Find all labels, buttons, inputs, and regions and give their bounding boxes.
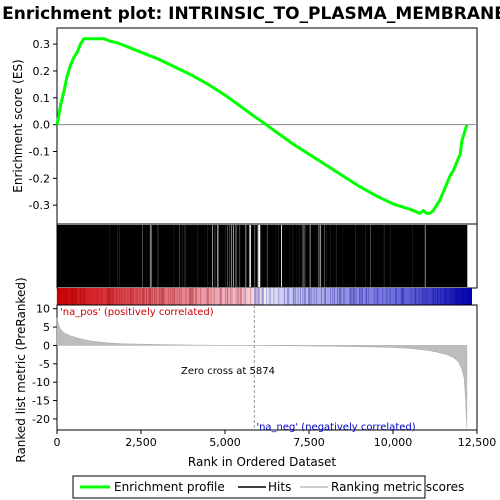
legend-label-hits: Hits [268, 480, 291, 494]
x-tick-label: 12,500 [458, 436, 497, 449]
es-y-axis-label: Enrichment score (ES) [11, 59, 25, 192]
x-tick-label: 5,000 [209, 436, 241, 449]
es-y-tick-label: -0.2 [29, 172, 50, 185]
x-tick-label: 2,500 [125, 436, 157, 449]
na-neg-label: 'na_neg' (negatively correlated) [256, 422, 415, 433]
x-tick-label: 10,000 [374, 436, 413, 449]
es-y-tick-label: 0.1 [33, 92, 51, 105]
rank-heat-bar [56, 288, 472, 305]
es-y-tick-label: 0.3 [33, 38, 51, 51]
metric-y-axis-label: Ranked list metric (PreRanked) [14, 277, 28, 462]
metric-y-tick-label: 0 [43, 339, 50, 352]
ranking-metric-area [56, 317, 468, 429]
hits-panel [56, 223, 478, 289]
hits-bars [56, 225, 468, 287]
legend-label-enrichment: Enrichment profile [114, 480, 225, 494]
x-tick-label: 0 [54, 436, 61, 449]
es-y-tick-label: -0.3 [29, 199, 50, 212]
x-axis-label: Rank in Ordered Dataset [188, 455, 336, 469]
metric-y-tick-label: -10 [32, 376, 50, 389]
enrichment-profile-line [55, 37, 469, 215]
es-y-ticks: -0.3 -0.2 -0.1 0.0 0.1 0.2 0.3 [29, 38, 57, 212]
es-y-tick-label: -0.1 [29, 146, 50, 159]
metric-panel: 10 5 0 -5 -10 -15 -20 'na_pos' (positively cor… [14, 277, 478, 463]
es-panel: -0.3 -0.2 -0.1 0.0 0.1 0.2 0.3 Enrichment scor… [11, 27, 478, 225]
heat-bar-gradient [57, 288, 472, 305]
na-pos-label: 'na_pos' (positively correlated) [60, 307, 214, 318]
metric-y-tick-label: -15 [32, 395, 50, 408]
x-tick-label: 7,500 [293, 436, 325, 449]
metric-y-ticks: 10 5 0 -5 -10 -15 -20 [32, 303, 57, 426]
chart-title: Enrichment plot: INTRINSIC_TO_PLASMA_MEM… [2, 4, 500, 24]
metric-y-tick-label: 5 [43, 321, 50, 334]
es-y-tick-label: 0.0 [33, 119, 51, 132]
zero-cross-label: Zero cross at 5874 [181, 366, 275, 377]
metric-panel-frame [56, 304, 478, 431]
x-axis-ticks: 0 2,500 5,000 7,500 10,000 12,500 [54, 430, 497, 449]
es-y-tick-label: 0.2 [33, 65, 51, 78]
metric-y-tick-label: -5 [39, 358, 50, 371]
legend-label-metric: Ranking metric scores [331, 480, 464, 494]
legend: Enrichment profile Hits Ranking metric s… [72, 475, 464, 499]
metric-y-tick-label: -20 [32, 413, 50, 426]
metric-y-tick-label: 10 [36, 303, 50, 316]
